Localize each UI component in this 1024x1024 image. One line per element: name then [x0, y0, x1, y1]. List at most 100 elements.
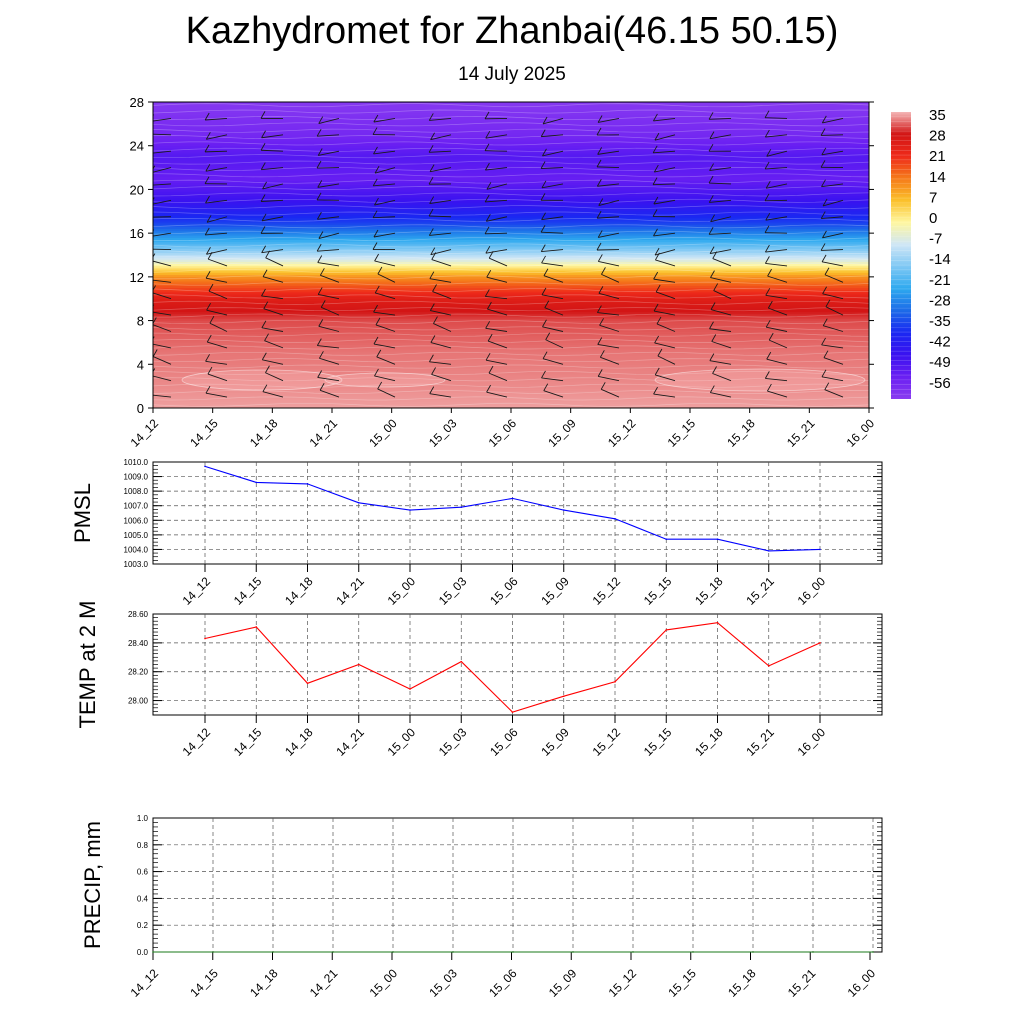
- contour-line: [153, 192, 869, 197]
- wind-barb: [153, 133, 172, 136]
- wind-barb: [262, 391, 284, 398]
- wind-barb-feather: [598, 198, 604, 206]
- wind-barb-feather: [764, 110, 770, 118]
- wind-barb-feather: [209, 315, 215, 324]
- heatmap-band: [153, 263, 869, 267]
- wind-barb: [485, 327, 508, 332]
- wind-barb-feather: [204, 144, 210, 153]
- wind-barb: [265, 372, 284, 382]
- pmsl-ylabel: PMSL: [70, 483, 95, 543]
- y-tick-label: 0.6: [137, 868, 149, 877]
- wind-barb-feather: [372, 178, 378, 187]
- wind-barb-feather: [318, 319, 324, 327]
- heatmap-band: [153, 143, 869, 147]
- wind-barb-feather: [485, 162, 490, 171]
- wind-barb: [429, 232, 452, 236]
- wind-barb-feather: [765, 319, 771, 328]
- contour-line: [153, 390, 869, 395]
- heatmap-band: [153, 132, 869, 136]
- x-tick-label: 16_00: [845, 966, 879, 1000]
- heatmap-band: [153, 344, 869, 348]
- wind-barb: [766, 326, 788, 332]
- heatmap-band: [153, 361, 869, 365]
- wind-barb-feather: [822, 230, 827, 239]
- wind-barb: [373, 343, 396, 349]
- wind-barb: [317, 262, 340, 267]
- x-tick-label: 14_15: [187, 416, 221, 450]
- wind-barb: [653, 150, 676, 154]
- heatmap-band: [153, 237, 869, 240]
- wind-barb-feather: [765, 212, 771, 221]
- wind-barb: [541, 377, 564, 382]
- colorbar-label: -42: [929, 334, 951, 351]
- heatmap-band: [153, 366, 869, 369]
- precip-point: [452, 951, 454, 953]
- wind-barb-feather: [374, 253, 379, 262]
- wind-barb-feather: [153, 253, 156, 258]
- heatmap-band: [153, 289, 869, 293]
- wind-barb: [374, 260, 396, 267]
- wind-barb-feather: [767, 300, 773, 309]
- wind-barb-feather: [428, 208, 434, 217]
- x-tick-label: 15_03: [426, 416, 460, 450]
- precip-point: [392, 951, 394, 953]
- y-tick-label: 1010.0: [124, 458, 149, 467]
- wind-barb: [318, 293, 340, 300]
- wind-barb: [654, 134, 676, 141]
- wind-barb-feather: [486, 269, 492, 278]
- wind-barb-feather: [540, 161, 546, 169]
- wind-barb-feather: [153, 285, 156, 291]
- wind-barb: [261, 149, 284, 152]
- wind-barb: [542, 117, 564, 125]
- wind-barb-feather: [260, 194, 266, 202]
- wind-barb-feather: [541, 370, 546, 379]
- wind-barb-feather: [429, 271, 435, 279]
- wind-barb-feather: [596, 242, 602, 251]
- wind-barb-feather: [540, 193, 546, 201]
- heatmap-band: [153, 110, 869, 114]
- y-tick-label: 1008.0: [124, 487, 149, 496]
- x-tick-label: 15_00: [366, 416, 400, 450]
- wind-barb: [207, 373, 228, 382]
- x-tick-label: 14_18: [282, 574, 316, 608]
- x-tick-label: 14_18: [247, 966, 281, 1000]
- wind-barb: [317, 249, 340, 252]
- wind-barb-feather: [261, 352, 267, 360]
- wind-barb-feather: [264, 333, 269, 341]
- contour-line: [153, 294, 869, 299]
- x-tick-label: 15_18: [692, 574, 726, 608]
- wind-barb-feather: [205, 271, 211, 279]
- heatmap-band: [153, 114, 869, 118]
- wind-barb-feather: [709, 385, 715, 393]
- x-tick-label: 14_12: [128, 966, 162, 1000]
- contour-line: [153, 173, 869, 178]
- wind-barb: [822, 293, 844, 300]
- contour-line: [153, 211, 869, 216]
- x-tick-label: 15_09: [538, 574, 572, 608]
- wind-barb-feather: [543, 383, 549, 391]
- heatmap-band: [153, 200, 869, 203]
- wind-barb-feather: [262, 269, 268, 277]
- wind-barb: [597, 183, 620, 187]
- wind-barb: [262, 359, 284, 365]
- heatmap-band: [153, 324, 869, 328]
- wind-barb: [373, 117, 396, 123]
- contour-line: [153, 332, 869, 337]
- wind-barb: [377, 273, 396, 283]
- contour-line: [153, 281, 869, 286]
- wind-barb-feather: [261, 288, 266, 297]
- precip-point: [572, 951, 574, 953]
- heatmap-band: [153, 121, 869, 125]
- contour-line: [153, 128, 869, 133]
- contour-line: [153, 179, 869, 184]
- x-tick-label: 15_03: [426, 966, 460, 1000]
- contour-line: [153, 147, 869, 152]
- heatmap-band: [153, 396, 869, 400]
- wind-barb-feather: [708, 227, 714, 235]
- wind-barb-feather: [597, 147, 603, 155]
- wind-barb: [713, 290, 732, 300]
- contour-line: [153, 268, 869, 273]
- wind-barb: [598, 199, 620, 206]
- wind-barb-feather: [153, 368, 156, 373]
- heatmap-band: [153, 206, 869, 210]
